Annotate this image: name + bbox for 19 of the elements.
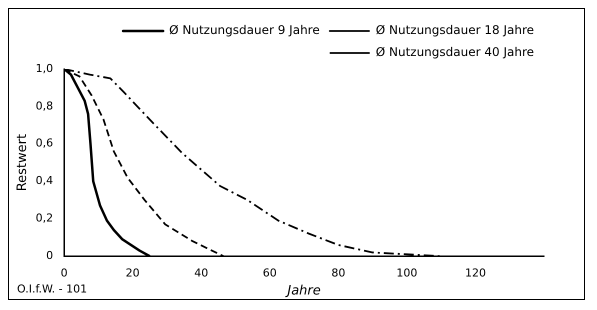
y-tick-label: 0,2 <box>36 212 54 225</box>
x-tick-label: 20 <box>126 266 140 280</box>
y-tick-label: 0 <box>46 249 54 262</box>
x-tick-label: 40 <box>194 266 208 280</box>
x-tick-label: 120 <box>464 266 486 280</box>
x-tick-label: 80 <box>331 266 346 280</box>
y-tick-label: 0,6 <box>36 136 54 150</box>
y-tick-label: 1,0 <box>36 62 54 75</box>
x-tick-label: 60 <box>262 266 277 280</box>
y-tick-label: 0,4 <box>36 174 54 188</box>
x-tick-label: 100 <box>396 266 418 280</box>
y-axis-title: Restwert <box>15 134 30 192</box>
x-axis-title: Jahre <box>284 284 321 299</box>
x-tick-label: 0 <box>60 266 68 280</box>
legend-label: Ø Nutzungsdauer 40 Jahre <box>376 45 534 60</box>
legend-label: Ø Nutzungsdauer 18 Jahre <box>376 23 534 38</box>
y-tick-label: 0,8 <box>36 99 54 112</box>
legend-label: Ø Nutzungsdauer 9 Jahre <box>169 23 320 38</box>
text: O.I.f.W. - 101 <box>17 282 88 296</box>
